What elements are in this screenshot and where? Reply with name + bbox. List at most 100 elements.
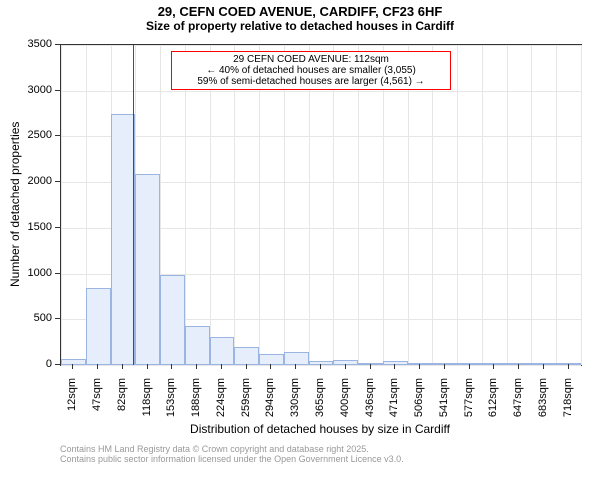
x-tick-mark [444,364,445,369]
x-tick-label: 683sqm [537,378,549,428]
histogram-bar [210,337,235,365]
y-tick-label: 1500 [20,221,52,233]
gridline-v [383,45,384,365]
gridline-v [234,45,235,365]
x-tick-label: 330sqm [289,378,301,428]
histogram-bar [234,347,259,365]
gridline-v [581,45,582,365]
x-tick-mark [147,364,148,369]
histogram-bar [259,354,284,365]
gridline-h [61,45,581,46]
y-tick-label: 500 [20,312,52,324]
reference-line [133,45,134,365]
x-tick-label: 365sqm [314,378,326,428]
x-tick-mark [270,364,271,369]
x-tick-label: 294sqm [264,378,276,428]
gridline-v [507,45,508,365]
x-tick-mark [543,364,544,369]
y-tick-mark [55,318,60,319]
x-tick-label: 718sqm [562,378,574,428]
x-tick-mark [320,364,321,369]
gridline-v [482,45,483,365]
gridline-v [61,45,62,365]
y-tick-mark [55,90,60,91]
gridline-v [259,45,260,365]
y-tick-mark [55,181,60,182]
x-tick-label: 12sqm [66,378,78,428]
histogram-bar [86,288,111,365]
histogram-bar [185,326,210,365]
x-tick-mark [370,364,371,369]
histogram-bar [111,114,136,365]
y-tick-mark [55,135,60,136]
x-tick-mark [493,364,494,369]
x-tick-mark [518,364,519,369]
y-tick-mark [55,273,60,274]
x-tick-label: 647sqm [512,378,524,428]
x-tick-label: 153sqm [165,378,177,428]
histogram-bar [457,363,482,365]
x-tick-mark [394,364,395,369]
histogram-bar [160,275,185,365]
y-tick-mark [55,44,60,45]
gridline-v [358,45,359,365]
y-tick-label: 0 [20,358,52,370]
gridline-v [556,45,557,365]
histogram-bar [61,359,86,365]
y-tick-mark [55,227,60,228]
x-tick-label: 118sqm [141,378,153,428]
y-tick-label: 3000 [20,84,52,96]
gridline-v [210,45,211,365]
histogram-bar [358,363,383,365]
x-tick-mark [419,364,420,369]
x-tick-label: 577sqm [463,378,475,428]
annotation-box: 29 CEFN COED AVENUE: 112sqm← 40% of deta… [171,51,451,90]
x-tick-label: 188sqm [190,378,202,428]
gridline-v [531,45,532,365]
y-tick-label: 3500 [20,38,52,50]
x-tick-mark [345,364,346,369]
gridline-h [61,91,581,92]
gridline-v [408,45,409,365]
histogram-bar [432,363,457,365]
x-tick-mark [171,364,172,369]
x-tick-mark [196,364,197,369]
x-tick-label: 224sqm [215,378,227,428]
x-tick-label: 259sqm [240,378,252,428]
x-tick-mark [469,364,470,369]
annotation-header: 29 CEFN COED AVENUE: 112sqm [176,54,446,65]
y-tick-label: 2000 [20,175,52,187]
attribution: Contains HM Land Registry data © Crown c… [60,444,404,464]
histogram-bar [531,363,556,365]
histogram-bar [135,174,160,365]
chart-title: 29, CEFN COED AVENUE, CARDIFF, CF23 6HF [0,0,600,19]
x-tick-mark [122,364,123,369]
chart-subtitle: Size of property relative to detached ho… [0,19,600,33]
gridline-v [284,45,285,365]
x-tick-mark [568,364,569,369]
attribution-line1: Contains HM Land Registry data © Crown c… [60,444,404,454]
x-tick-mark [246,364,247,369]
x-tick-label: 436sqm [364,378,376,428]
gridline-v [457,45,458,365]
x-tick-label: 506sqm [413,378,425,428]
attribution-line2: Contains public sector information licen… [60,454,404,464]
gridline-h [61,365,581,366]
chart-container: 29, CEFN COED AVENUE, CARDIFF, CF23 6HF … [0,0,600,500]
histogram-bar [333,360,358,365]
gridline-v [333,45,334,365]
gridline-v [432,45,433,365]
y-tick-label: 2500 [20,129,52,141]
annotation-line2: 59% of semi-detached houses are larger (… [176,76,446,87]
x-tick-mark [295,364,296,369]
x-tick-label: 541sqm [438,378,450,428]
y-tick-mark [55,364,60,365]
x-tick-label: 471sqm [388,378,400,428]
x-tick-mark [72,364,73,369]
y-tick-label: 1000 [20,267,52,279]
x-tick-label: 82sqm [116,378,128,428]
histogram-bar [556,363,581,365]
gridline-v [185,45,186,365]
annotation-line1: ← 40% of detached houses are smaller (3,… [176,65,446,76]
gridline-h [61,136,581,137]
